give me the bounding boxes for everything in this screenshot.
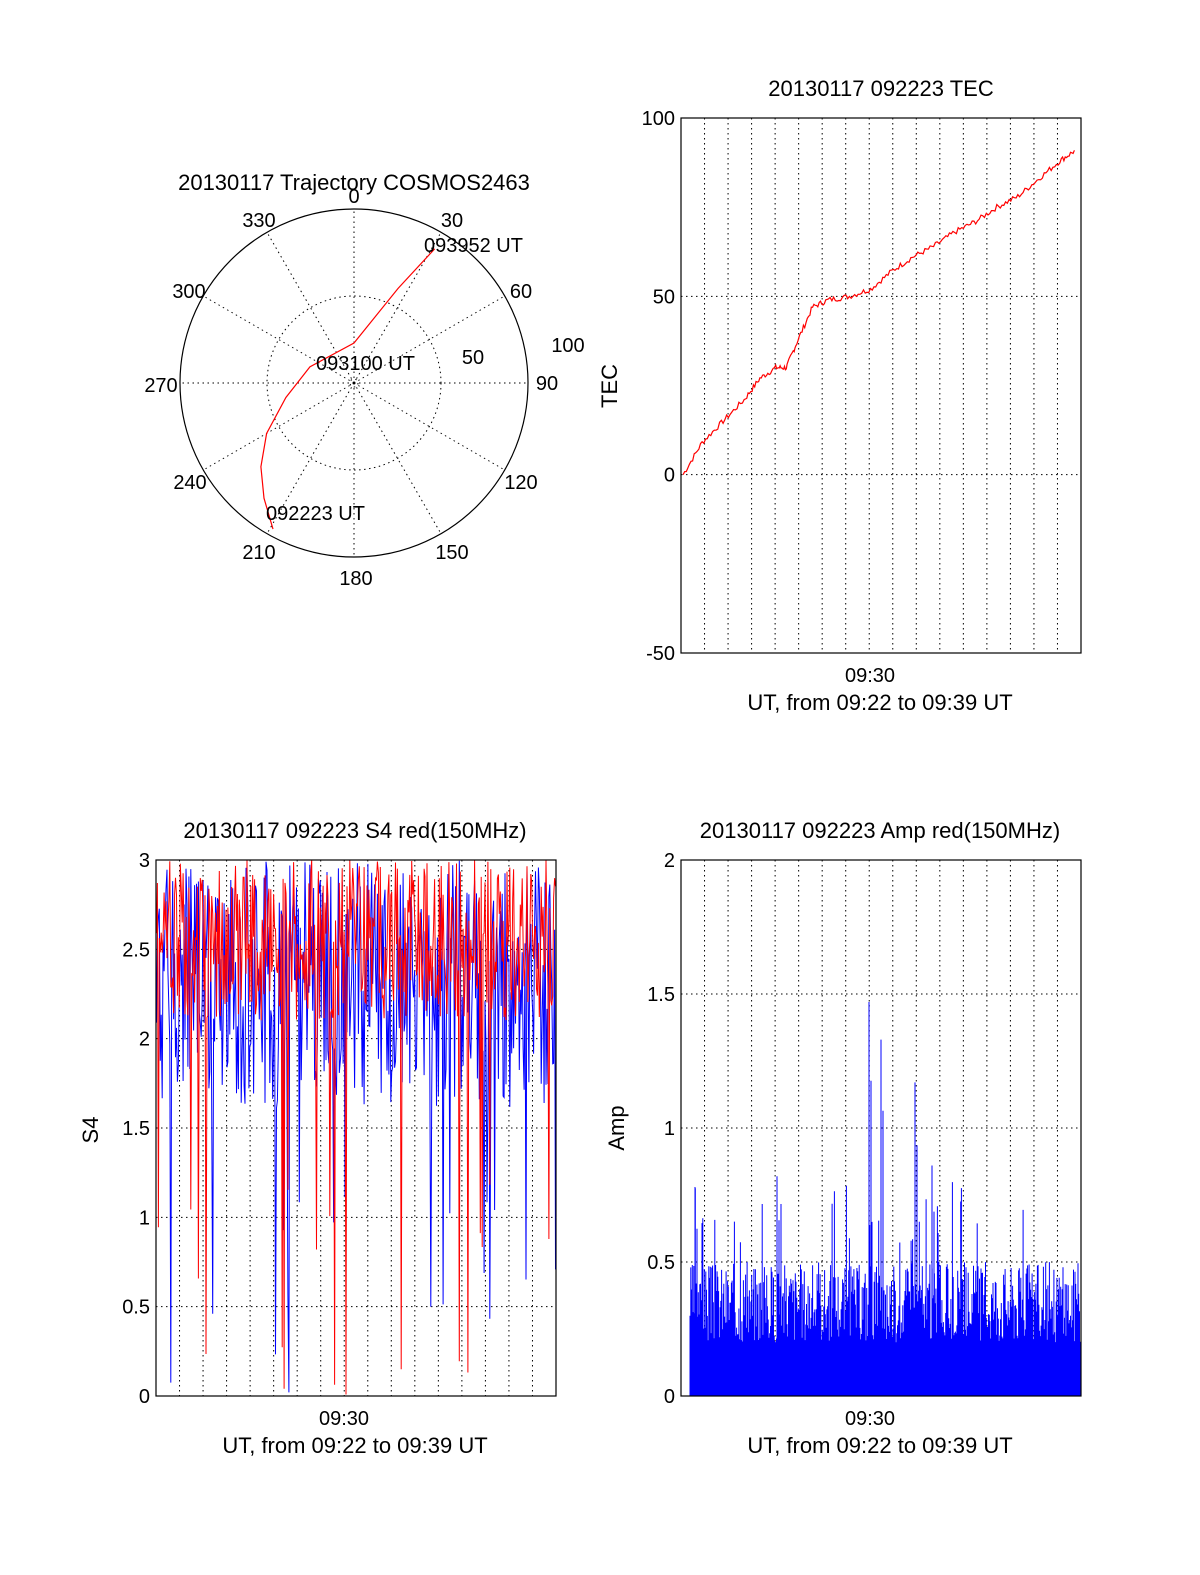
polar-angle-labels: 0 30 60 90 120 150 180 210 240 270 300 3… xyxy=(144,186,558,590)
amp-panel: 20130117 092223 Amp red(150MHz) 2 1.5 1 0.5… xyxy=(604,818,1082,1458)
annotation-end-time: 093952 UT xyxy=(424,235,523,257)
angle-label-180: 180 xyxy=(339,568,372,590)
polar-spoke-60 xyxy=(353,295,505,384)
annotation-start-time: 092223 UT xyxy=(266,503,365,525)
polar-spoke-330 xyxy=(266,232,355,384)
s4-ylabel: S4 xyxy=(78,1117,103,1144)
amp-ytick-label: 1 xyxy=(664,1118,675,1140)
s4-series xyxy=(156,859,556,1395)
polar-title: 20130117 Trajectory COSMOS2463 xyxy=(178,170,530,195)
polar-spoke-300 xyxy=(203,295,355,384)
tec-title: 20130117 092223 TEC xyxy=(768,76,994,101)
angle-label-30: 30 xyxy=(441,210,463,232)
polar-center xyxy=(349,378,359,388)
s4-ytick-label: 2.5 xyxy=(122,939,150,961)
amp-ylabel: Amp xyxy=(604,1105,629,1150)
polar-outer-circle xyxy=(179,208,529,558)
amp-ytick-label: 2 xyxy=(664,850,675,872)
s4-ytick-label: 0.5 xyxy=(122,1297,150,1319)
tec-ytick-label: 50 xyxy=(653,286,675,308)
amp-ytick-label: 0 xyxy=(664,1386,675,1408)
amp-ytick-label: 1.5 xyxy=(647,984,675,1006)
polar-spoke-210 xyxy=(266,382,355,534)
angle-label-90: 90 xyxy=(536,373,558,395)
angle-label-330: 330 xyxy=(242,210,275,232)
tec-xtick-label: 09:30 xyxy=(845,665,895,687)
tec-ylabel: TEC xyxy=(597,364,622,408)
tec-y-ticks: 100 50 0 -50 xyxy=(642,108,675,665)
tec-grid xyxy=(681,118,1081,653)
angle-label-120: 120 xyxy=(504,472,537,494)
polar-ring-50 xyxy=(266,295,442,471)
angle-label-0: 0 xyxy=(348,186,359,208)
s4-ytick-label: 3 xyxy=(139,850,150,872)
amp-ytick-label: 0.5 xyxy=(647,1252,675,1274)
polar-grid xyxy=(180,209,528,557)
amp-y-ticks: 2 1.5 1 0.5 0 xyxy=(647,850,675,1408)
tec-xlabel: UT, from 09:22 to 09:39 UT xyxy=(747,690,1012,715)
s4-xlabel: UT, from 09:22 to 09:39 UT xyxy=(222,1433,487,1458)
trajectory-line xyxy=(260,248,436,530)
amp-title: 20130117 092223 Amp red(150MHz) xyxy=(700,818,1060,843)
s4-title: 20130117 092223 S4 red(150MHz) xyxy=(183,818,526,843)
s4-series-line-1 xyxy=(156,859,556,1395)
s4-ytick-label: 0 xyxy=(139,1386,150,1408)
annotation-mid-time: 093100 UT xyxy=(316,353,415,375)
angle-label-60: 60 xyxy=(510,281,532,303)
tec-ytick-label: -50 xyxy=(646,643,675,665)
radial-label-100: 100 xyxy=(551,335,584,357)
amp-bars xyxy=(689,1002,1081,1396)
s4-panel: 20130117 092223 S4 red(150MHz) 3 2.5 2 1.5 1… xyxy=(78,818,557,1458)
tec-ytick-label: 0 xyxy=(664,465,675,487)
s4-ytick-label: 2 xyxy=(139,1029,150,1051)
s4-frame xyxy=(155,859,557,1397)
angle-label-300: 300 xyxy=(172,281,205,303)
angle-label-150: 150 xyxy=(435,542,468,564)
angle-label-210: 210 xyxy=(242,542,275,564)
tec-frame xyxy=(680,117,1082,654)
angle-label-240: 240 xyxy=(173,472,206,494)
polar-spoke-150 xyxy=(353,382,442,534)
polar-spoke-120 xyxy=(353,382,505,471)
polar-spoke-240 xyxy=(203,382,355,471)
s4-xtick-label: 09:30 xyxy=(319,1408,369,1430)
tec-series-line xyxy=(682,150,1075,475)
s4-ytick-label: 1 xyxy=(139,1207,150,1229)
radial-label-50: 50 xyxy=(462,347,484,369)
amp-frame xyxy=(680,859,1082,1397)
amp-xlabel: UT, from 09:22 to 09:39 UT xyxy=(747,1433,1012,1458)
polar-panel: 20130117 Trajectory COSMOS2463 0 30 60 9… xyxy=(144,170,584,590)
amp-series xyxy=(689,1002,1081,1396)
amp-xtick-label: 09:30 xyxy=(845,1408,895,1430)
tec-ytick-label: 100 xyxy=(642,108,675,130)
s4-ytick-label: 1.5 xyxy=(122,1118,150,1140)
angle-label-270: 270 xyxy=(144,375,177,397)
s4-y-ticks: 3 2.5 2 1.5 1 0.5 0 xyxy=(122,850,150,1408)
